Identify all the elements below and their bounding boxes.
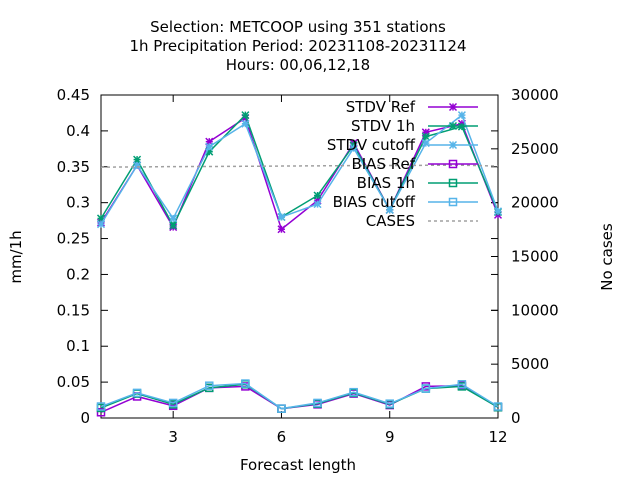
- data-point: [96, 408, 106, 417]
- data-point: [349, 387, 358, 397]
- series-line: [100, 113, 499, 228]
- x-tick-label: 3: [168, 428, 178, 446]
- y-tick-label: 0: [80, 409, 90, 427]
- legend-label: BIAS 1h: [357, 174, 415, 192]
- data-point: [96, 402, 106, 411]
- series-line: [100, 164, 499, 168]
- legend-label: STDV Ref: [346, 98, 416, 116]
- legend-marker: [448, 140, 458, 150]
- y2-tick-label: 5000: [511, 355, 549, 373]
- data-point: [313, 398, 322, 408]
- data-point: [96, 220, 106, 229]
- data-point: [493, 207, 503, 216]
- y-tick-label: 0.4: [66, 122, 90, 140]
- y-axis-label: mm/1h: [7, 230, 25, 283]
- data-point: [421, 384, 431, 393]
- legend-marker: [448, 197, 458, 207]
- data-point: [168, 398, 178, 408]
- data-point: [205, 142, 214, 151]
- legend-marker: [448, 121, 458, 131]
- legend-marker: [448, 159, 458, 169]
- data-point: [313, 191, 322, 200]
- legend-label: STDV cutoff: [327, 136, 416, 154]
- legend-label: BIAS Ref: [351, 155, 415, 173]
- data-point: [277, 404, 286, 413]
- data-point: [277, 225, 286, 234]
- legend-label: BIAS cutoff: [333, 193, 416, 211]
- legend-entry: STDV 1h: [351, 117, 478, 135]
- legend-entry: BIAS 1h: [357, 174, 478, 192]
- data-point: [313, 200, 322, 209]
- data-point: [493, 402, 503, 411]
- title-line-1: Selection: METCOOP using 351 stations: [150, 18, 446, 36]
- data-point: [385, 399, 394, 408]
- legend-label: STDV 1h: [351, 117, 415, 135]
- axes: 0 0.05 0.1 0.15 0.2 0.25 0.3 0.35 0.4 0.45 0 5000 10…: [57, 86, 559, 446]
- data-point: [169, 214, 178, 223]
- y2-tick-label: 10000: [511, 301, 559, 319]
- data-point: [241, 119, 250, 128]
- legend-entry: STDV cutoff: [327, 136, 478, 154]
- x-tick-label: 6: [277, 428, 287, 446]
- series-layer: [96, 111, 503, 417]
- series-line: [100, 116, 499, 231]
- y-tick-label: 0.3: [66, 194, 90, 212]
- legend-marker: [448, 102, 458, 112]
- chart-title: Selection: METCOOP using 351 stations 1h…: [129, 18, 466, 74]
- data-point: [385, 205, 394, 214]
- legend-label: CASES: [366, 212, 415, 230]
- data-point: [457, 380, 467, 389]
- y2-tick-label: 0: [511, 409, 521, 427]
- data-point: [421, 132, 430, 141]
- series-stdv-cutoff: [96, 111, 503, 229]
- y2-tick-label: 15000: [511, 248, 559, 266]
- y2-tick-label: 30000: [511, 86, 559, 104]
- data-point: [349, 144, 358, 153]
- data-point: [241, 111, 250, 120]
- series-line: [100, 383, 499, 410]
- y-tick-label: 0.2: [66, 265, 90, 283]
- data-point: [457, 111, 466, 120]
- title-line-2: 1h Precipitation Period: 20231108-202311…: [129, 37, 466, 55]
- data-point: [169, 221, 178, 230]
- series-line: [100, 113, 499, 225]
- y-tick-label: 0.35: [57, 158, 90, 176]
- data-point: [277, 212, 286, 222]
- y2-axis-label: No cases: [598, 223, 616, 291]
- series-cases: [100, 164, 499, 168]
- data-point: [133, 161, 142, 170]
- y-tick-label: 0.25: [57, 230, 90, 248]
- y-tick-label: 0.05: [57, 373, 90, 391]
- series-bias-cutoff: [96, 379, 503, 413]
- y-tick-label: 0.45: [57, 86, 90, 104]
- x-axis-label: Forecast length: [240, 456, 356, 474]
- data-point: [132, 388, 142, 398]
- y-tick-label: 0.1: [66, 337, 90, 355]
- legend-entry: CASES: [366, 212, 478, 230]
- x-tick-label: 12: [488, 428, 507, 446]
- title-line-3: Hours: 00,06,12,18: [226, 56, 370, 74]
- y-tick-label: 0.15: [57, 301, 90, 319]
- series-line: [100, 382, 499, 410]
- plot-frame: [100, 94, 499, 419]
- y2-tick-label: 20000: [511, 194, 559, 212]
- data-point: [205, 381, 214, 390]
- legend-entry: STDV Ref: [346, 98, 478, 116]
- legend-entry: BIAS Ref: [351, 155, 478, 173]
- legend-entry: BIAS cutoff: [333, 193, 478, 211]
- data-point: [241, 379, 250, 388]
- y2-tick-label: 25000: [511, 140, 559, 158]
- x-tick-label: 9: [385, 428, 395, 446]
- legend-marker: [448, 178, 458, 188]
